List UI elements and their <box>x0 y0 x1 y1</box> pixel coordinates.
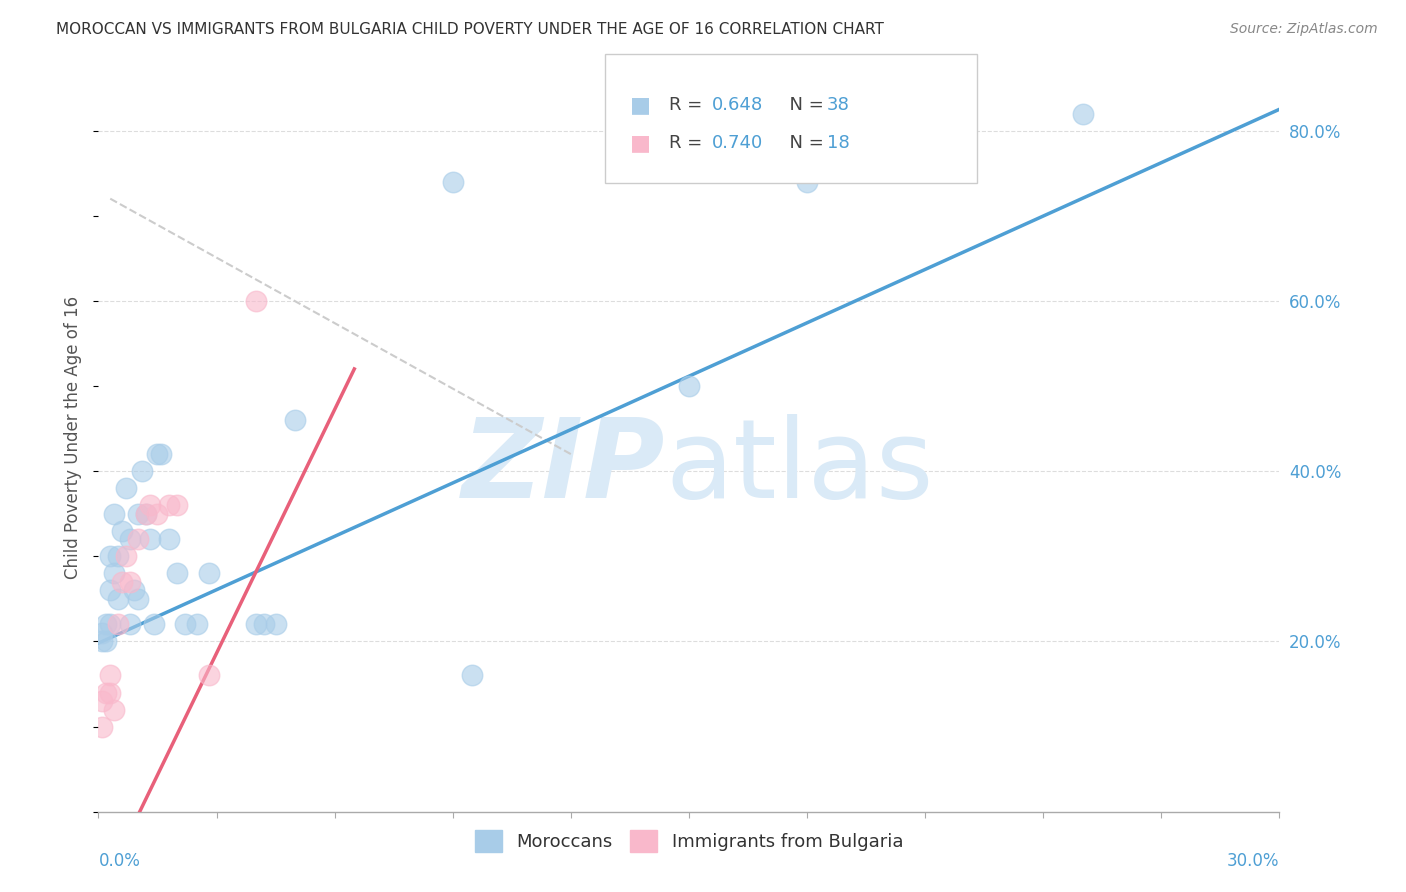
Point <box>111 524 134 538</box>
Point <box>91 720 114 734</box>
Point <box>138 498 160 512</box>
Text: N =: N = <box>778 134 830 152</box>
Text: 38: 38 <box>827 96 849 114</box>
Point <box>98 583 121 598</box>
Point <box>127 533 149 547</box>
Text: atlas: atlas <box>665 414 934 521</box>
Point <box>1071 106 1094 120</box>
Point <box>122 583 145 598</box>
Point <box>98 549 121 564</box>
Point <box>157 498 180 512</box>
Point <box>118 617 141 632</box>
Text: N =: N = <box>778 96 830 114</box>
Text: ■: ■ <box>630 95 651 115</box>
Point <box>461 668 484 682</box>
Text: 30.0%: 30.0% <box>1227 852 1279 870</box>
Point <box>157 533 180 547</box>
Point <box>98 668 121 682</box>
Point <box>131 464 153 478</box>
Point <box>98 685 121 699</box>
Text: R =: R = <box>669 134 709 152</box>
Point <box>146 447 169 461</box>
Text: R =: R = <box>669 96 709 114</box>
Point <box>146 507 169 521</box>
Point <box>103 507 125 521</box>
Text: 0.740: 0.740 <box>711 134 762 152</box>
Point <box>245 617 267 632</box>
Point <box>91 694 114 708</box>
Point <box>142 617 165 632</box>
Point <box>115 549 138 564</box>
Point <box>245 293 267 308</box>
Point <box>127 507 149 521</box>
Text: ZIP: ZIP <box>461 414 665 521</box>
Point <box>197 566 219 581</box>
Text: 0.0%: 0.0% <box>98 852 141 870</box>
Text: MOROCCAN VS IMMIGRANTS FROM BULGARIA CHILD POVERTY UNDER THE AGE OF 16 CORRELATI: MOROCCAN VS IMMIGRANTS FROM BULGARIA CHI… <box>56 22 884 37</box>
Point <box>135 507 157 521</box>
Point <box>253 617 276 632</box>
Y-axis label: Child Poverty Under the Age of 16: Child Poverty Under the Age of 16 <box>65 295 83 579</box>
Point <box>107 617 129 632</box>
Point <box>796 175 818 189</box>
Point <box>127 591 149 606</box>
Point <box>118 533 141 547</box>
Point <box>103 702 125 716</box>
Point <box>264 617 287 632</box>
Point <box>96 634 118 648</box>
Text: ■: ■ <box>630 133 651 153</box>
Point <box>107 591 129 606</box>
Point <box>91 626 114 640</box>
Point <box>197 668 219 682</box>
Point <box>284 413 307 427</box>
Point <box>166 566 188 581</box>
Point <box>186 617 208 632</box>
Legend: Moroccans, Immigrants from Bulgaria: Moroccans, Immigrants from Bulgaria <box>467 822 911 859</box>
Point <box>150 447 173 461</box>
Text: Source: ZipAtlas.com: Source: ZipAtlas.com <box>1230 22 1378 37</box>
Point <box>138 533 160 547</box>
Point <box>103 566 125 581</box>
Point <box>96 617 118 632</box>
Point <box>135 507 157 521</box>
Text: 0.648: 0.648 <box>711 96 762 114</box>
Point <box>111 574 134 589</box>
Point <box>107 549 129 564</box>
Point <box>98 617 121 632</box>
Point <box>115 481 138 495</box>
Point <box>174 617 197 632</box>
Point <box>91 634 114 648</box>
Point <box>118 574 141 589</box>
Point <box>166 498 188 512</box>
Point <box>96 685 118 699</box>
Point <box>441 175 464 189</box>
Text: 18: 18 <box>827 134 849 152</box>
Point <box>678 379 700 393</box>
